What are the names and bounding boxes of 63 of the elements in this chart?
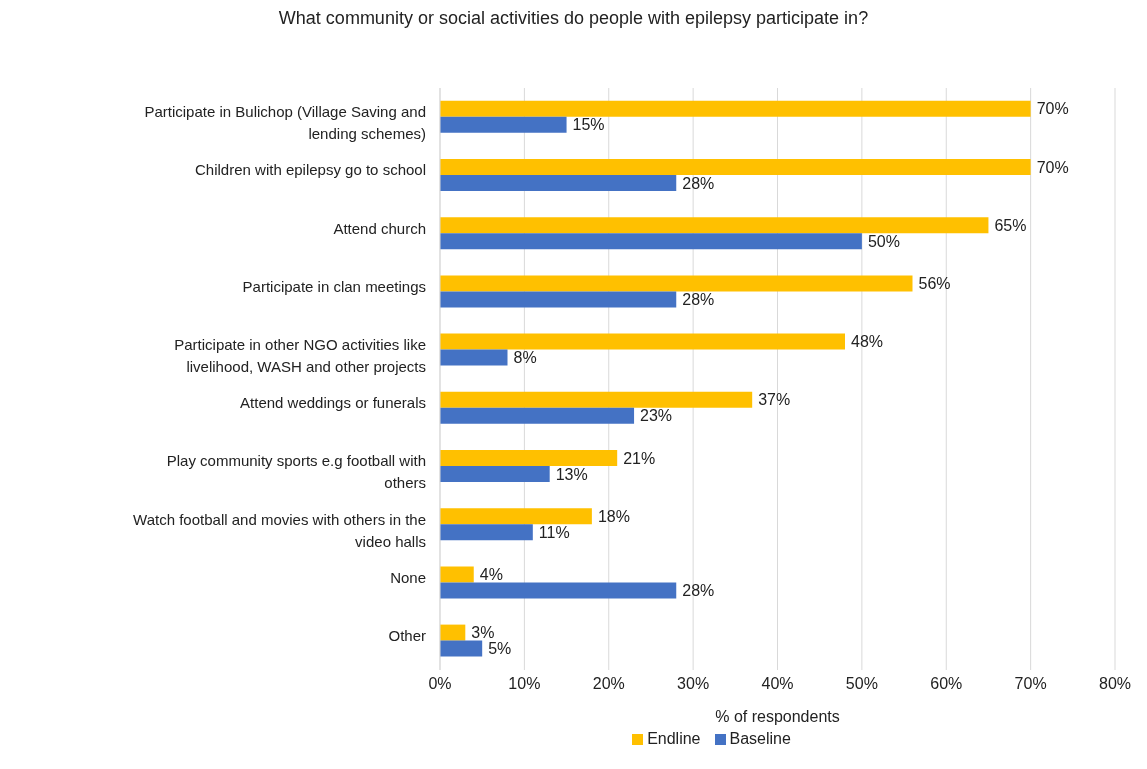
data-label: 15% [572, 116, 605, 134]
x-tick-label: 20% [592, 675, 625, 693]
bar [440, 275, 913, 292]
legend-label: Endline [646, 730, 701, 748]
data-label: 11% [538, 523, 570, 541]
x-tick-label: 80% [1098, 675, 1132, 693]
data-label: 28% [682, 582, 715, 599]
bar [440, 466, 550, 482]
y-tick-label: Watch football and movies with others in the video halls [133, 510, 426, 550]
data-label: 28% [682, 291, 715, 308]
y-tick-label: Participate in Bulichop (Village Saving and lending schemes) [144, 103, 426, 143]
bar [440, 450, 618, 466]
data-label: 70% [1036, 100, 1069, 118]
bar [440, 582, 677, 599]
y-tick-label: Attend church [333, 219, 426, 237]
data-label: 65% [994, 216, 1027, 234]
bar [440, 333, 845, 350]
y-tick-label: None [390, 568, 426, 586]
bar [440, 566, 474, 583]
data-label: 56% [918, 275, 951, 292]
data-label: 18% [597, 507, 630, 525]
bar [440, 508, 592, 525]
data-label: 23% [640, 407, 673, 425]
data-label: 70% [1036, 158, 1069, 176]
bar [440, 175, 677, 191]
data-label: 48% [851, 333, 884, 351]
bar [440, 100, 1031, 117]
data-label: 4% [479, 566, 503, 583]
x-tick-label: 10% [508, 675, 541, 693]
y-tick-label: Children with epilepsy go to school [195, 161, 426, 179]
bar [440, 291, 677, 308]
bar [440, 159, 1031, 175]
x-tick-label: 50% [845, 675, 878, 693]
x-tick-label: 60% [930, 675, 963, 693]
data-label: 5% [488, 640, 512, 658]
chart-title: What community or social activities do people with epilepsy participate in? [277, 8, 870, 30]
data-label: 37% [758, 391, 791, 409]
y-tick-label: Other [388, 626, 426, 644]
bar [440, 640, 483, 657]
data-label: 8% [513, 349, 537, 367]
x-tick-label: 0% [428, 675, 452, 693]
x-tick-label: 30% [677, 675, 710, 693]
bar [440, 624, 466, 641]
x-tick-label: 40% [761, 675, 794, 693]
bar [440, 391, 753, 408]
data-label: 13% [555, 465, 588, 483]
bar [440, 349, 508, 366]
bar [440, 407, 635, 424]
x-axis-title: % of respondents [715, 708, 840, 725]
y-tick-label: Participate in clan meetings [242, 277, 426, 295]
bar [440, 233, 862, 250]
data-label: 21% [623, 449, 656, 467]
y-tick-label: Attend weddings or funerals [240, 394, 426, 412]
bar [440, 116, 567, 133]
y-tick-label: Participate in other NGO activities like livelihood, WASH and other projects [174, 335, 426, 375]
bar [440, 524, 533, 541]
data-label: 50% [867, 232, 900, 250]
bar [440, 217, 989, 234]
legend-label: Baseline [728, 730, 791, 748]
data-label: 3% [471, 624, 495, 642]
x-tick-label: 70% [1014, 675, 1047, 693]
y-tick-label: Play community sports e.g football with others [166, 452, 426, 492]
data-label: 28% [682, 174, 715, 192]
